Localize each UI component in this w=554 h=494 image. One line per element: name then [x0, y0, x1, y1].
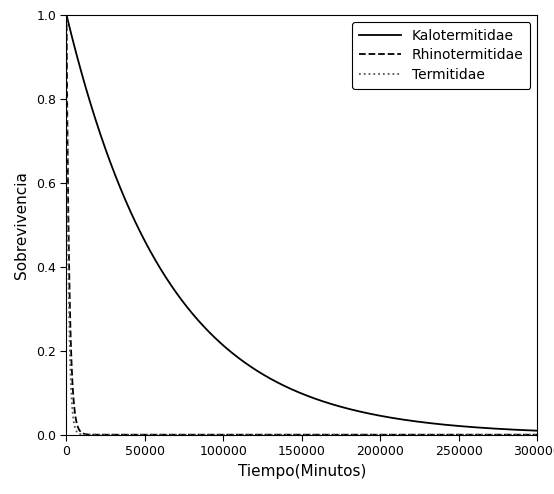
Legend: Kalotermitidae, Rhinotermitidae, Termitidae: Kalotermitidae, Rhinotermitidae, Termiti…	[352, 22, 530, 89]
Termitidae	[244, 432, 250, 438]
Termitidae	[176, 432, 183, 438]
Rhinotermitidae	[244, 432, 250, 438]
Termitidae	[534, 432, 541, 438]
Rhinotermitidae	[534, 432, 541, 438]
Rhinotermitidae	[63, 12, 70, 18]
Termitidae	[95, 432, 102, 438]
Line: Termitidae: Termitidae	[66, 15, 537, 435]
Line: Rhinotermitidae: Rhinotermitidae	[66, 15, 537, 435]
Y-axis label: Sobrevivencia: Sobrevivencia	[14, 171, 29, 279]
Kalotermitidae	[95, 125, 102, 131]
Kalotermitidae	[63, 12, 70, 18]
Termitidae	[63, 12, 70, 18]
Rhinotermitidae	[176, 432, 183, 438]
Kalotermitidae	[534, 428, 541, 434]
Kalotermitidae	[319, 398, 325, 404]
Termitidae	[319, 432, 325, 438]
Kalotermitidae	[244, 361, 250, 367]
Kalotermitidae	[347, 406, 353, 412]
Termitidae	[413, 432, 419, 438]
Rhinotermitidae	[319, 432, 325, 438]
Rhinotermitidae	[95, 432, 102, 438]
Line: Kalotermitidae: Kalotermitidae	[66, 15, 537, 431]
Rhinotermitidae	[413, 432, 419, 438]
Rhinotermitidae	[347, 432, 353, 438]
Kalotermitidae	[413, 418, 419, 424]
X-axis label: Tiempo(Minutos): Tiempo(Minutos)	[238, 464, 366, 479]
Kalotermitidae	[176, 294, 183, 300]
Termitidae	[347, 432, 353, 438]
